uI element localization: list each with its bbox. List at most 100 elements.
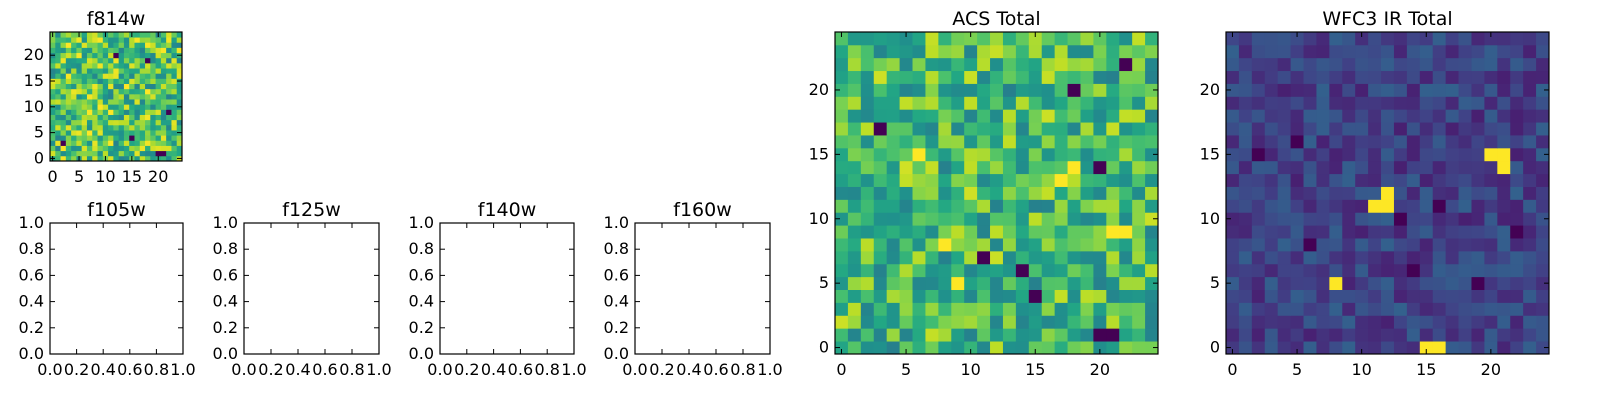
heatmap-cell <box>912 160 926 175</box>
heatmap-cell <box>97 47 104 54</box>
heatmap-cell <box>1355 315 1369 329</box>
heatmap-cell <box>123 68 130 74</box>
heatmap-cell <box>1277 32 1291 46</box>
heatmap-cell <box>1264 57 1279 72</box>
heatmap-cell <box>171 119 178 126</box>
heatmap-cell <box>1316 263 1330 278</box>
heatmap-cell <box>886 173 900 187</box>
heatmap-cell <box>134 99 141 105</box>
heatmap-cell <box>990 122 1004 136</box>
heatmap-cell <box>1132 238 1146 252</box>
heatmap-cell <box>899 289 913 303</box>
heatmap-cell <box>76 37 83 43</box>
heatmap-cell <box>71 119 77 126</box>
heatmap-cell <box>123 73 130 79</box>
heatmap-cell <box>1497 83 1511 97</box>
heatmap-cell <box>977 70 991 84</box>
heatmap-cell <box>964 147 978 162</box>
heatmap-cell <box>65 150 72 157</box>
heatmap-cell <box>1015 57 1030 72</box>
heatmap-cell <box>86 47 93 54</box>
heatmap-cell <box>1264 70 1279 84</box>
heatmap-cell <box>1484 135 1498 149</box>
heatmap-cell <box>60 57 67 64</box>
y-tick-label: 0.2 <box>604 318 629 337</box>
heatmap-cell <box>1419 70 1434 84</box>
heatmap-cell <box>113 109 120 115</box>
heatmap-cell <box>1303 276 1317 290</box>
heatmap-cell <box>1251 57 1266 72</box>
heatmap-cell <box>1132 44 1146 59</box>
y-tick-label: 10 <box>809 209 829 228</box>
heatmap-cell <box>1484 212 1498 226</box>
heatmap-cell <box>964 315 978 329</box>
heatmap-cell <box>1419 238 1434 252</box>
heatmap-cell <box>1145 122 1159 136</box>
heatmap-cell <box>847 135 862 149</box>
heatmap-cell <box>150 99 156 105</box>
heatmap-cell <box>71 88 77 95</box>
heatmap-cell <box>899 122 913 136</box>
heatmap-cell <box>886 302 900 316</box>
heatmap-cell <box>1226 70 1240 84</box>
heatmap-cell <box>108 93 114 100</box>
heatmap-cell <box>847 96 862 110</box>
heatmap-cell <box>1251 109 1266 123</box>
heatmap-cell <box>912 44 926 59</box>
y-tick-label: 15 <box>1200 144 1220 163</box>
heatmap-cell <box>990 57 1004 72</box>
heatmap-cell <box>81 109 88 115</box>
heatmap-cell <box>1290 186 1304 200</box>
heatmap-cell <box>1226 315 1240 329</box>
heatmap-cell <box>86 68 93 74</box>
heatmap-cell <box>129 135 135 141</box>
heatmap-cell <box>886 250 900 265</box>
heatmap-cell <box>1510 57 1524 72</box>
heatmap-cell <box>1445 32 1459 46</box>
heatmap-cell <box>1264 109 1279 123</box>
heatmap-cell <box>1458 109 1472 123</box>
f160w-axes-frame <box>634 222 771 355</box>
heatmap-cell <box>1458 186 1472 200</box>
heatmap-cell <box>1484 341 1498 355</box>
heatmap-cell <box>129 130 135 136</box>
heatmap-cell <box>155 114 162 121</box>
heatmap-cell <box>145 104 151 110</box>
heatmap-cell <box>1303 263 1317 278</box>
heatmap-cell <box>1238 212 1253 226</box>
heatmap-cell <box>990 289 1004 303</box>
heatmap-cell <box>1277 173 1291 187</box>
heatmap-cell <box>912 135 926 149</box>
heatmap-cell <box>1015 147 1030 162</box>
heatmap-cell <box>1015 135 1030 149</box>
heatmap-cell <box>886 341 900 355</box>
heatmap-cell <box>1523 276 1537 290</box>
heatmap-cell <box>1329 250 1343 265</box>
heatmap-cell <box>81 37 88 43</box>
heatmap-cell <box>925 250 939 265</box>
heatmap-cell <box>1251 70 1266 84</box>
x-tick-label: 0.2 <box>649 360 674 379</box>
heatmap-cell <box>1132 328 1146 342</box>
heatmap-cell <box>1002 32 1017 46</box>
heatmap-cell <box>847 32 862 46</box>
x-tick-label: 0.0 <box>37 360 62 379</box>
heatmap-cell <box>1041 32 1056 46</box>
heatmap-cell <box>139 104 146 110</box>
heatmap-cell <box>1251 289 1266 303</box>
heatmap-cell <box>150 37 156 43</box>
heatmap-cell <box>1368 199 1382 213</box>
heatmap-cell <box>1329 135 1343 149</box>
heatmap-cell <box>1368 341 1382 355</box>
heatmap-cell <box>1316 32 1330 46</box>
heatmap-cell <box>139 68 146 74</box>
heatmap-cell <box>860 70 875 84</box>
heatmap-cell <box>1028 263 1043 278</box>
heatmap-cell <box>1145 302 1159 316</box>
heatmap-cell <box>1432 212 1447 226</box>
heatmap-cell <box>1419 212 1434 226</box>
heatmap-cell <box>1290 289 1304 303</box>
heatmap-cell <box>97 52 104 59</box>
heatmap-cell <box>1355 225 1369 239</box>
heatmap-cell <box>1484 225 1498 239</box>
